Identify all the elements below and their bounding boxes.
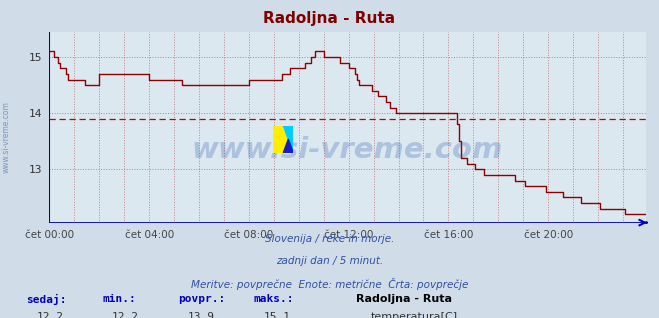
Text: 13,9: 13,9	[188, 312, 215, 318]
Text: 12,2: 12,2	[36, 312, 63, 318]
Text: Meritve: povprečne  Enote: metrične  Črta: povprečje: Meritve: povprečne Enote: metrične Črta:…	[191, 278, 468, 290]
Text: 15,1: 15,1	[264, 312, 291, 318]
Text: Radoljna - Ruta: Radoljna - Ruta	[356, 294, 452, 304]
Text: maks.:: maks.:	[254, 294, 294, 304]
Polygon shape	[283, 126, 293, 153]
Text: temperatura[C]: temperatura[C]	[370, 312, 457, 318]
Text: www.si-vreme.com: www.si-vreme.com	[192, 136, 503, 164]
Text: Radoljna - Ruta: Radoljna - Ruta	[264, 11, 395, 26]
Text: min.:: min.:	[102, 294, 136, 304]
Text: povpr.:: povpr.:	[178, 294, 225, 304]
Polygon shape	[283, 139, 293, 153]
Text: sedaj:: sedaj:	[26, 294, 67, 305]
Text: Slovenija / reke in morje.: Slovenija / reke in morje.	[265, 234, 394, 244]
Text: www.si-vreme.com: www.si-vreme.com	[2, 101, 11, 173]
Text: 12,2: 12,2	[112, 312, 139, 318]
Text: zadnji dan / 5 minut.: zadnji dan / 5 minut.	[276, 256, 383, 266]
